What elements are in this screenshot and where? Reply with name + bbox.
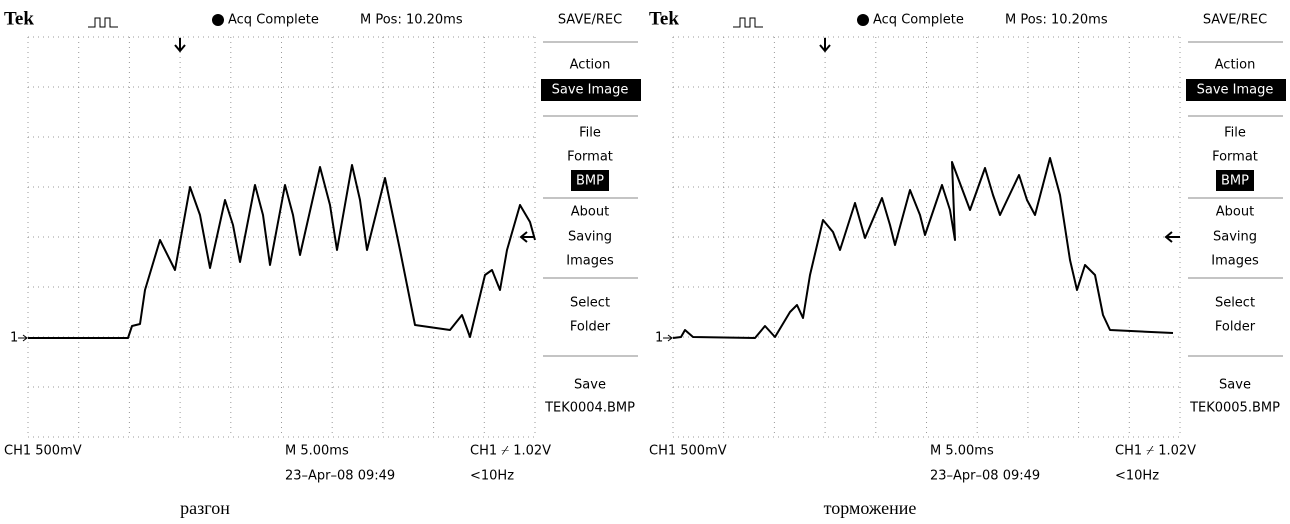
footer-datetime: 23–Apr–08 09:49 (285, 469, 395, 484)
menu-file-label-1: File (579, 126, 601, 141)
menu-action-value: Save Image (1197, 83, 1274, 98)
menu-about-3: Images (566, 254, 614, 269)
position: M Pos: 10.20ms (1005, 13, 1108, 28)
menu-save-file: TEK0005.BMP (1189, 401, 1280, 416)
menu-save-label: Save (574, 378, 606, 393)
menu-file-label-2: Format (567, 150, 613, 165)
menu-select-2: Folder (570, 320, 611, 335)
waveform (28, 164, 536, 339)
trigger-pos-arrow (819, 38, 831, 53)
trigger-icon (88, 17, 118, 28)
status: Acq Complete (228, 13, 319, 28)
menu-action-label: Action (570, 58, 611, 73)
trigger-pos-arrow (174, 38, 186, 53)
channel-marker-arrow (18, 334, 28, 342)
menu-file-label-2: Format (1212, 150, 1258, 165)
menu-about-2: Saving (1213, 230, 1257, 245)
level-arrow (1164, 231, 1180, 243)
channel-marker: 1 (655, 331, 663, 346)
footer-timebase: M 5.00ms (930, 444, 994, 459)
menu-title: SAVE/REC (558, 13, 622, 28)
menu-title: SAVE/REC (1203, 13, 1267, 28)
menu-about-2: Saving (568, 230, 612, 245)
menu-file-value: BMP (576, 174, 604, 189)
caption: разгон (180, 498, 230, 518)
channel-marker: 1 (10, 331, 18, 346)
brand: Tek (4, 8, 34, 29)
menu-save-label: Save (1219, 378, 1251, 393)
status: Acq Complete (873, 13, 964, 28)
brand: Tek (649, 8, 679, 29)
menu-file-label-1: File (1224, 126, 1246, 141)
level-arrow (519, 231, 535, 243)
footer-frequency: <10Hz (1115, 469, 1159, 484)
menu-highlight (1216, 170, 1254, 191)
footer-frequency: <10Hz (470, 469, 514, 484)
footer-trigger: CH1 ⌿ 1.02V (1115, 444, 1196, 459)
menu-highlight (571, 170, 609, 191)
menu-about-1: About (571, 205, 609, 220)
menu-save-file: TEK0004.BMP (544, 401, 635, 416)
menu-highlight (1186, 79, 1286, 101)
trigger-icon (733, 17, 763, 28)
menu-select-1: Select (570, 296, 610, 311)
status-dot (212, 14, 224, 26)
footer-datetime: 23–Apr–08 09:49 (930, 469, 1040, 484)
footer-channel: CH1 500mV (4, 444, 82, 459)
footer-channel: CH1 500mV (649, 444, 727, 459)
menu-about-3: Images (1211, 254, 1259, 269)
menu-action-label: Action (1215, 58, 1256, 73)
menu-select-2: Folder (1215, 320, 1256, 335)
caption: торможение (824, 498, 917, 518)
status-dot (857, 14, 869, 26)
scope-screen: Tek Acq Complete M Pos: 10.20ms 1 SAVE/REC Ac… (649, 8, 1286, 518)
footer-timebase: M 5.00ms (285, 444, 349, 459)
menu-file-value: BMP (1221, 174, 1249, 189)
menu-action-value: Save Image (552, 83, 629, 98)
scope-screen: Tek Acq Complete M Pos: 10.20ms 1 SAVE/REC Ac… (4, 8, 641, 518)
waveform (672, 157, 1174, 339)
menu-select-1: Select (1215, 296, 1255, 311)
position: M Pos: 10.20ms (360, 13, 463, 28)
menu-highlight (541, 79, 641, 101)
footer-trigger: CH1 ⌿ 1.02V (470, 444, 551, 459)
channel-marker-arrow (663, 334, 673, 342)
menu-about-1: About (1216, 205, 1254, 220)
